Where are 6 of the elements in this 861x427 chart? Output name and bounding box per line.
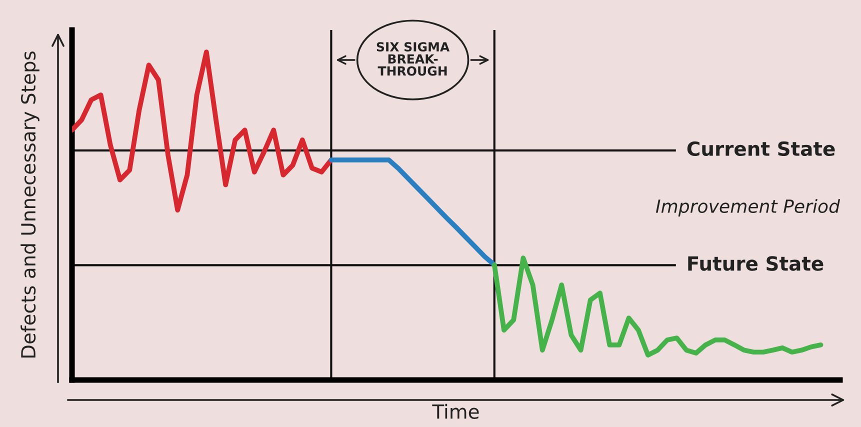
y-axis-title: Defects and Unnecessary Steps bbox=[20, 52, 40, 358]
x-axis-title: Time bbox=[432, 404, 479, 419]
ref-line-label: Current State bbox=[687, 141, 835, 156]
ref-line-label: Future State bbox=[688, 256, 824, 271]
annotation: Improvement Period bbox=[656, 199, 840, 217]
annotation: SIX SIGMA BREAK- THROUGH bbox=[376, 42, 450, 76]
